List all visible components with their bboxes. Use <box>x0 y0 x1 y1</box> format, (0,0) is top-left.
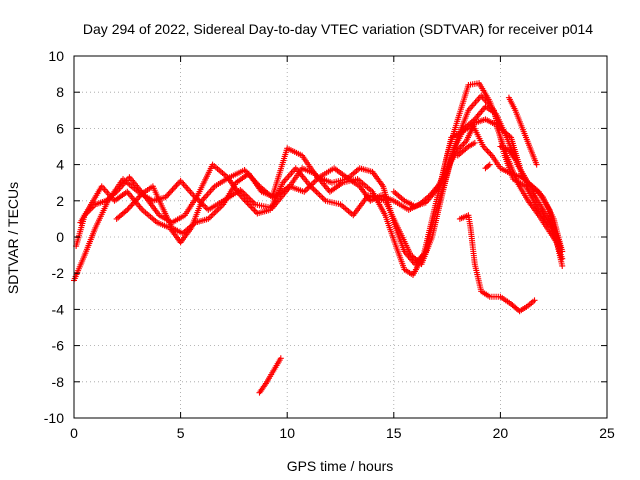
data-point <box>533 161 540 168</box>
y-tick-label: -4 <box>52 301 65 317</box>
y-tick-label: -10 <box>44 410 64 426</box>
y-tick-label: -8 <box>52 374 65 390</box>
x-tick-label: 0 <box>70 425 78 441</box>
x-tick-label: 15 <box>386 425 402 441</box>
series-track-8 <box>497 143 519 163</box>
chart-title: Day 294 of 2022, Sidereal Day-to-day VTE… <box>83 21 593 37</box>
series-track-9 <box>505 94 540 168</box>
data-point <box>512 156 519 163</box>
series-track-7 <box>482 161 493 172</box>
y-tick-label: 4 <box>56 157 64 173</box>
data-point <box>471 139 478 146</box>
data-point <box>559 248 566 255</box>
x-tick-label: 25 <box>599 425 615 441</box>
y-axis-label: SDTVAR / TECUs <box>5 182 21 294</box>
y-tick-label: -2 <box>52 265 65 281</box>
y-tick-label: 2 <box>56 193 64 209</box>
data-point <box>486 161 493 168</box>
y-tick-label: 6 <box>56 120 64 136</box>
data-point <box>531 297 538 304</box>
series-track-3 <box>77 92 566 268</box>
x-tick-label: 10 <box>279 425 295 441</box>
series-track-10 <box>456 212 538 315</box>
y-tick-label: 0 <box>56 229 64 245</box>
x-axis-label: GPS time / hours <box>287 458 394 474</box>
axis-ticks: 0 5 10 15 20 25 -10 -8 -6 -4 -2 0 2 4 6 8 10 <box>44 48 615 441</box>
series-track-5 <box>390 116 564 251</box>
data-point <box>557 244 564 251</box>
series-track-11 <box>256 355 284 396</box>
data-point <box>277 355 284 362</box>
series-track-6 <box>454 139 478 159</box>
y-tick-label: -6 <box>52 338 65 354</box>
data-point <box>559 262 566 269</box>
y-tick-label: 10 <box>48 48 64 64</box>
data-point <box>485 162 492 169</box>
y-tick-label: 8 <box>56 84 64 100</box>
data-series <box>71 80 566 396</box>
x-tick-label: 5 <box>177 425 185 441</box>
x-tick-label: 20 <box>493 425 509 441</box>
data-point <box>559 255 566 262</box>
